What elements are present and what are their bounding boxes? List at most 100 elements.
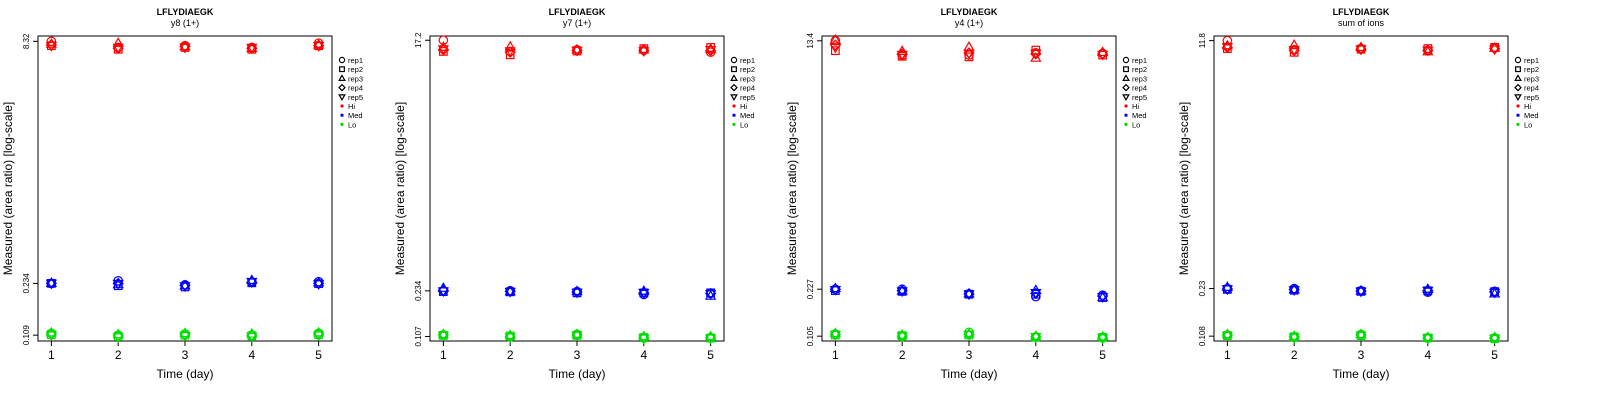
data-point-hi-rep5 <box>1030 49 1042 60</box>
data-point-med-rep5 <box>1488 288 1501 299</box>
y-tick-label: 0.23 <box>1198 280 1207 296</box>
x-tick-label: 5 <box>1099 348 1106 362</box>
data-point-med-rep5 <box>112 279 124 290</box>
legend-label-hi: Hi <box>1132 102 1139 111</box>
data-point-hi-rep2 <box>830 46 840 56</box>
data-point-med-rep5 <box>179 282 191 293</box>
data-point-med-rep3 <box>312 276 325 287</box>
legend-label-rep4: rep4 <box>1524 84 1539 93</box>
data-point-hi-rep5 <box>246 43 258 54</box>
data-point-med-rep5 <box>504 287 516 298</box>
chart-title: LFLYDIAEGK <box>157 7 214 17</box>
x-axis-label: Time (day) <box>157 367 214 381</box>
data-point-lo-rep5 <box>638 334 650 345</box>
legend-label-rep2: rep2 <box>1524 65 1539 74</box>
legend-marker-lo <box>1516 122 1520 126</box>
data-point-med-rep5 <box>963 290 975 301</box>
data-point-lo-rep5 <box>246 332 258 343</box>
data-point-lo-rep5 <box>829 330 842 341</box>
plot-frame <box>37 35 333 342</box>
data-point-hi-rep2 <box>964 52 974 62</box>
data-point-hi-rep5 <box>112 43 124 54</box>
y-tick-label: 0.227 <box>806 279 815 300</box>
legend-label-rep4: rep4 <box>740 84 755 93</box>
data-point-med-rep5 <box>45 279 58 290</box>
chart-title: LFLYDIAEGK <box>1333 7 1390 17</box>
data-point-med-rep3 <box>963 287 975 298</box>
legend-marker-rep3 <box>338 74 346 81</box>
data-point-lo-rep5 <box>1030 333 1042 343</box>
legend-label-rep1: rep1 <box>348 56 363 65</box>
legend-label-rep3: rep3 <box>1524 74 1539 83</box>
data-point-hi-rep4 <box>829 39 842 51</box>
x-tick-label: 4 <box>248 348 255 362</box>
data-point-hi-rep5 <box>1355 45 1367 56</box>
data-point-med-rep3 <box>571 285 583 296</box>
data-point-hi-rep3 <box>829 33 842 44</box>
data-point-med-rep5 <box>246 277 258 288</box>
x-tick-label: 1 <box>48 348 55 362</box>
legend-label-rep3: rep3 <box>1132 74 1147 83</box>
y-tick-label: 0.105 <box>806 326 815 347</box>
legend-marker-rep4 <box>1514 83 1522 92</box>
data-point-med-rep5 <box>638 288 650 299</box>
data-point-lo-rep5 <box>1288 333 1300 344</box>
legend-marker-rep1 <box>1122 56 1130 64</box>
data-point-lo-rep3 <box>571 328 583 339</box>
legend-marker-rep5 <box>338 94 346 101</box>
legend-marker-lo <box>732 122 736 126</box>
data-point-hi-rep5 <box>179 43 191 54</box>
legend-label-rep4: rep4 <box>348 84 363 93</box>
x-tick-label: 2 <box>899 348 906 362</box>
y-tick-label: 0.107 <box>414 326 423 347</box>
x-tick-label: 1 <box>440 348 447 362</box>
data-point-med-rep5 <box>1221 285 1234 296</box>
legend-label-rep1: rep1 <box>740 56 755 65</box>
x-tick-label: 2 <box>1291 348 1298 362</box>
x-tick-label: 3 <box>182 348 189 362</box>
data-point-lo-rep5 <box>1488 334 1501 345</box>
chart-title: LFLYDIAEGK <box>941 7 998 17</box>
legend-marker-hi <box>732 104 736 108</box>
data-point-hi-rep1 <box>830 36 841 46</box>
legend-label-med: Med <box>1132 111 1147 120</box>
data-point-med-rep5 <box>1096 293 1109 303</box>
x-tick-label: 1 <box>1224 348 1231 362</box>
x-tick-label: 4 <box>1424 348 1431 362</box>
legend-label-med: Med <box>348 111 363 120</box>
data-point-lo-rep3 <box>437 328 450 339</box>
legend-marker-med <box>732 113 736 117</box>
data-point-med-rep3 <box>829 282 842 293</box>
y-tick-label: 0.234 <box>22 273 31 294</box>
data-point-hi-rep3 <box>112 37 124 47</box>
data-point-hi-rep3 <box>963 40 975 51</box>
chart-subtitle: y7 (1+) <box>563 18 591 28</box>
data-point-lo-rep5 <box>1096 334 1109 344</box>
legend-marker-rep1 <box>730 56 738 64</box>
data-point-lo-rep5 <box>896 332 908 343</box>
legend-marker-rep5 <box>1122 94 1130 101</box>
data-point-lo-rep5 <box>45 331 58 342</box>
x-tick-label: 5 <box>707 348 714 362</box>
y-axis-label: Measured (area ratio) [log-scale] <box>1177 102 1191 275</box>
legend-marker-rep1 <box>1514 56 1522 64</box>
chart-title: LFLYDIAEGK <box>549 7 606 17</box>
data-point-lo-rep3 <box>1221 328 1234 339</box>
y-axis-label: Measured (area ratio) [log-scale] <box>1 102 15 275</box>
legend-marker-rep5 <box>1514 94 1522 101</box>
legend-label-rep3: rep3 <box>740 74 755 83</box>
legend-marker-rep3 <box>730 74 738 81</box>
data-point-lo-rep5 <box>571 331 583 342</box>
legend-label-rep4: rep4 <box>1132 84 1147 93</box>
data-point-med-rep5 <box>896 287 908 298</box>
data-point-med-rep3 <box>896 284 908 295</box>
data-point-hi-rep3 <box>571 43 583 54</box>
data-point-hi-rep3 <box>1288 39 1300 49</box>
data-point-hi-rep5 <box>437 45 450 56</box>
x-tick-label: 4 <box>1032 348 1039 362</box>
data-point-med-rep5 <box>571 288 583 299</box>
data-point-hi-rep3 <box>504 40 516 51</box>
